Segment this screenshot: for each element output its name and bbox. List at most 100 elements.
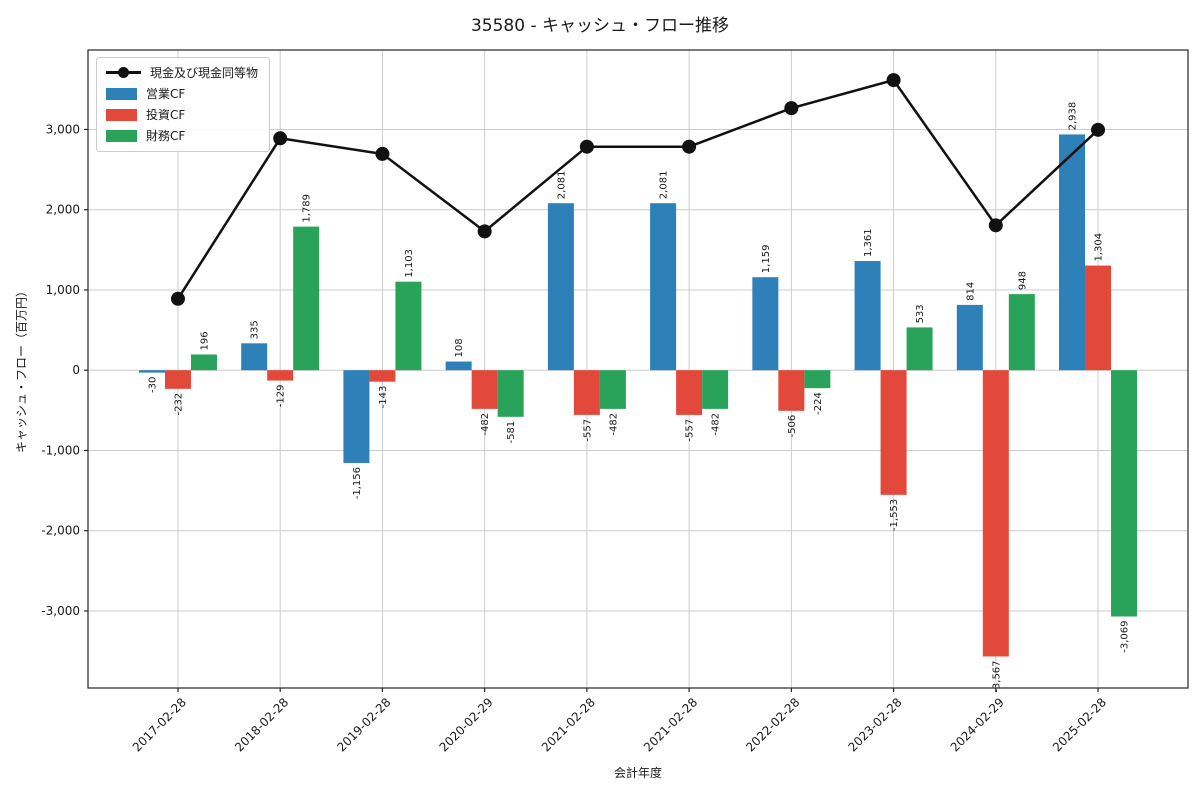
bar: [676, 370, 703, 415]
bar: [752, 277, 779, 371]
svg-text:2020-02-29: 2020-02-29: [437, 695, 496, 754]
y-axis-title: キャッシュ・フロー（百万円）: [14, 284, 29, 454]
bar-value-label: -3,069: [1120, 620, 1131, 652]
svg-text:-482: -482: [711, 413, 722, 436]
x-tick-label: 2025-02-28: [1050, 695, 1109, 754]
x-tick-label: 2018-02-28: [232, 695, 291, 754]
bar: [1111, 370, 1138, 617]
bar-value-label: 1,103: [404, 249, 415, 278]
financing-cf-swatch-icon: [106, 129, 137, 142]
bar-value-label: -1,553: [889, 499, 900, 531]
svg-text:108: 108: [454, 338, 465, 357]
bar-value-label: 1,304: [1094, 233, 1105, 262]
bar: [880, 370, 907, 495]
svg-text:2017-02-28: 2017-02-28: [130, 695, 189, 754]
y-tick-label: -3,000: [41, 604, 80, 618]
svg-text:2024-02-29: 2024-02-29: [948, 695, 1007, 754]
svg-text:2025-02-28: 2025-02-28: [1050, 695, 1109, 754]
bar-value-label: 1,361: [863, 228, 874, 257]
svg-text:-143: -143: [378, 386, 389, 409]
bar-value-label: 108: [454, 338, 465, 357]
svg-text:2,081: 2,081: [659, 171, 670, 200]
y-tick-label: -1,000: [41, 443, 80, 457]
bar: [164, 370, 191, 389]
bar-value-label: -482: [480, 413, 491, 436]
x-tick-label: 2021-02-28: [641, 695, 700, 754]
svg-text:196: 196: [199, 331, 210, 350]
bar: [267, 370, 294, 381]
svg-text:1,361: 1,361: [863, 228, 874, 257]
svg-text:-224: -224: [813, 392, 824, 415]
bar: [854, 260, 881, 371]
svg-text:-232: -232: [173, 393, 184, 416]
svg-text:1,159: 1,159: [761, 245, 772, 274]
bar: [650, 203, 677, 371]
svg-text:2021-02-28: 2021-02-28: [539, 695, 598, 754]
svg-text:-1,156: -1,156: [352, 467, 363, 499]
bar-value-label: -557: [582, 419, 593, 442]
svg-text:-557: -557: [582, 419, 593, 442]
bar: [599, 370, 626, 409]
legend-item-investing-cf: 投資CF: [106, 107, 258, 122]
bar: [241, 343, 268, 371]
plot-frame: [87, 49, 1189, 689]
line-point: [170, 291, 185, 306]
legend-label-operating: 営業CF: [146, 87, 186, 101]
bar-value-label: -1,156: [352, 467, 363, 499]
legend-item-financing-cf: 財務CF: [106, 128, 258, 143]
cash-line: [176, 78, 1099, 300]
line-point: [579, 139, 594, 154]
svg-text:2018-02-28: 2018-02-28: [232, 695, 291, 754]
bar: [138, 370, 165, 373]
bar-value-label: -143: [378, 386, 389, 409]
svg-text:-482: -482: [608, 413, 619, 436]
svg-text:-482: -482: [480, 413, 491, 436]
x-tick-label: 2023-02-28: [845, 695, 904, 754]
svg-text:-30: -30: [147, 377, 158, 393]
svg-text:1,789: 1,789: [302, 194, 313, 223]
chart-title: 35580 - キャッシュ・フロー推移: [470, 16, 730, 36]
svg-text:814: 814: [965, 282, 976, 301]
bar: [369, 370, 396, 382]
x-tick-label: 2024-02-29: [948, 695, 1007, 754]
line-point: [988, 218, 1003, 233]
line-point: [477, 224, 492, 239]
bar-value-label: 533: [915, 304, 926, 323]
svg-text:533: 533: [915, 304, 926, 323]
line-marker-sample-icon: [106, 67, 141, 78]
bar-value-label: -482: [608, 413, 619, 436]
y-tick-label: 2,000: [46, 203, 80, 217]
legend-item-cash-line: 現金及び現金同等物: [106, 65, 258, 80]
svg-text:-557: -557: [685, 419, 696, 442]
svg-text:1,304: 1,304: [1094, 233, 1105, 262]
bar-value-label: -557: [685, 419, 696, 442]
svg-text:2,938: 2,938: [1068, 102, 1079, 131]
bar: [497, 370, 524, 417]
bar-value-label: -506: [787, 415, 798, 438]
x-tick-label: 2017-02-28: [130, 695, 189, 754]
bar: [906, 327, 933, 371]
line-point: [682, 139, 697, 154]
bar: [293, 226, 320, 371]
bar: [547, 203, 574, 371]
svg-text:-129: -129: [276, 385, 287, 408]
bar-value-label: -482: [711, 413, 722, 436]
y-tick-label: 0: [72, 363, 80, 377]
line-point: [784, 101, 799, 116]
y-tick-label: 3,000: [46, 122, 80, 136]
svg-text:2019-02-28: 2019-02-28: [334, 695, 393, 754]
legend: 現金及び現金同等物 営業CF 投資CF 財務CF: [96, 57, 271, 152]
svg-text:-581: -581: [506, 421, 517, 444]
bar-value-label: -581: [506, 421, 517, 444]
svg-text:-3,069: -3,069: [1120, 620, 1131, 652]
bar-value-label: 196: [199, 331, 210, 350]
svg-text:1,103: 1,103: [404, 249, 415, 278]
svg-text:2023-02-28: 2023-02-28: [845, 695, 904, 754]
operating-cf-swatch-icon: [106, 87, 137, 100]
bar-value-label: -129: [276, 385, 287, 408]
bar: [343, 370, 370, 463]
svg-text:2022-02-28: 2022-02-28: [743, 695, 802, 754]
x-tick-label: 2021-02-28: [539, 695, 598, 754]
